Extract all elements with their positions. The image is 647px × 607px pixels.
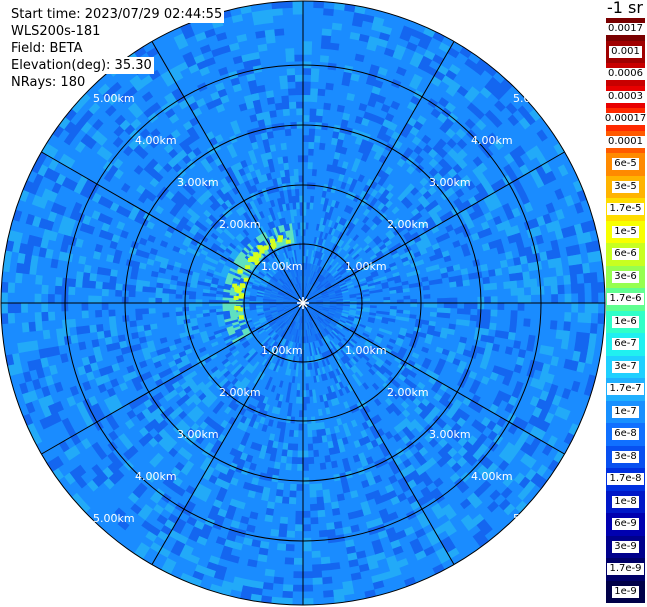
aerosol-arc-cells <box>222 223 295 344</box>
colorbar-tick-label: 6e-7 <box>612 338 639 351</box>
azimuth-spoke <box>41 302 304 455</box>
range-label-se-3: 3.00km <box>429 428 471 441</box>
colorbar-tick-label: 3e-5 <box>612 180 639 193</box>
range-label-se-4: 4.00km <box>471 470 513 483</box>
azimuth-spoke <box>302 151 565 304</box>
colorbar-cell: 3e-8 <box>606 445 645 468</box>
colorbar-tick-label: 1e-8 <box>612 495 639 508</box>
colorbar-tick-label: 3e-9 <box>612 540 639 553</box>
colorbar-tick-label: 6e-8 <box>612 428 639 441</box>
colorbar-cell: 1e-6 <box>606 310 645 333</box>
field-text: Field: BETA <box>11 40 85 57</box>
colorbar-tick-label: 0.0001 <box>606 135 645 148</box>
low-return-cells <box>1 1 605 604</box>
range-label-ne-3: 3.00km <box>429 176 471 189</box>
radar-center-marker <box>297 297 309 309</box>
range-label-nw-2: 2.00km <box>219 218 261 231</box>
range-label-sw-2: 2.00km <box>219 386 261 399</box>
colorbar-tick-label: 0.0003 <box>606 90 645 103</box>
colorbar-cell: 0.0001 <box>606 130 645 153</box>
colorbar-cell: 0.001 <box>606 40 645 63</box>
colorbar-tick-label: 1e-9 <box>612 585 639 598</box>
colorbar-cell: 6e-8 <box>606 423 645 446</box>
colorbar-cell: 1.7e-8 <box>606 468 645 491</box>
instrument-text: WLS200s-181 <box>11 23 103 40</box>
colorbar-tick-label: 3e-6 <box>612 270 639 283</box>
colorbar-tick-label: 0.001 <box>609 45 642 58</box>
colorbar-cell: 1e-9 <box>606 580 645 603</box>
colorbar-cell: 3e-6 <box>606 265 645 288</box>
range-label-nw-1: 1.00km <box>261 260 303 273</box>
colorbar-cell: 0.0003 <box>606 85 645 108</box>
colorbar-tick-label: 1.7e-8 <box>607 473 644 486</box>
range-label-se-5: 5.00km <box>513 512 555 525</box>
range-label-sw-1: 1.00km <box>261 344 303 357</box>
colorbar-cell: 3e-9 <box>606 535 645 558</box>
colorbar-tick-label: 1e-7 <box>612 405 639 418</box>
azimuth-spoke <box>302 41 455 304</box>
colorbar-unit-label: -1 sr <box>607 0 643 17</box>
colorbar-cell: 6e-9 <box>606 513 645 536</box>
colorbar: 0.0017 0.001 0.0006 0.0003 0.00017 0.0001 6e-5… <box>602 18 647 603</box>
colorbar-tick-label: 0.00017 <box>602 113 647 126</box>
colorbar-tick-label: 1.7e-9 <box>607 563 644 576</box>
colorbar-tick-label: 1e-5 <box>612 225 639 238</box>
colorbar-cell: 6e-6 <box>606 243 645 266</box>
colorbar-tick-label: 6e-9 <box>612 518 639 531</box>
colorbar-cell: 1.7e-9 <box>606 558 645 581</box>
azimuth-spoke <box>302 302 565 455</box>
mid-return-cells <box>1 1 603 605</box>
range-label-ne-1: 1.00km <box>345 260 387 273</box>
range-label-ne-2: 2.00km <box>387 218 429 231</box>
range-label-sw-4: 4.00km <box>135 470 177 483</box>
range-label-nw-4: 4.00km <box>135 134 177 147</box>
nrays-text: NRays: 180 <box>11 74 88 91</box>
colorbar-tick-label: 3e-7 <box>612 360 639 373</box>
colorbar-tick-label: 3e-8 <box>612 450 639 463</box>
elevation-text: Elevation(deg): 35.30 <box>11 57 154 74</box>
azimuth-spokes <box>1 1 605 605</box>
azimuth-spoke <box>151 302 304 565</box>
colorbar-tick-label: 0.0006 <box>606 68 645 81</box>
colorbar-cell: 6e-5 <box>606 153 645 176</box>
ppi-plot: 1.00km 1.00km 1.00km 1.00km 2.00km 2.00k… <box>0 0 606 606</box>
colorbar-cell: 0.00017 <box>602 108 647 131</box>
colorbar-tick-label: 1.7e-5 <box>607 203 644 216</box>
range-labels: 1.00km 1.00km 1.00km 1.00km 2.00km 2.00k… <box>93 92 555 525</box>
aerosol-arc-highlights <box>232 235 291 320</box>
start-time-text: Start time: 2023/07/29 02:44:55 <box>11 6 225 23</box>
colorbar-tick-label: 6e-5 <box>612 158 639 171</box>
colorbar-cell: 1.7e-7 <box>606 378 645 401</box>
range-label-sw-5: 5.00km <box>93 512 135 525</box>
range-label-ne-4: 4.00km <box>471 134 513 147</box>
colorbar-tick-label: 1.7e-6 <box>607 293 644 306</box>
colorbar-cell: 1.7e-5 <box>606 198 645 221</box>
scan-info-panel: Start time: 2023/07/29 02:44:55 WLS200s-… <box>11 6 225 91</box>
range-label-ne-5: 5.00km <box>513 92 555 105</box>
azimuth-spoke <box>151 41 304 304</box>
colorbar-cell: 1e-8 <box>606 490 645 513</box>
range-label-nw-5: 5.00km <box>93 92 135 105</box>
range-label-nw-3: 3.00km <box>177 176 219 189</box>
colorbar-tick-label: 1e-6 <box>612 315 639 328</box>
colorbar-cell: 0.0017 <box>606 18 645 41</box>
colorbar-cell: 1.7e-6 <box>606 288 645 311</box>
colorbar-tick-label: 0.0017 <box>606 23 645 36</box>
colorbar-cell: 3e-7 <box>606 355 645 378</box>
colorbar-cell: 1e-5 <box>606 220 645 243</box>
azimuth-spoke <box>41 151 304 304</box>
colorbar-cell: 6e-7 <box>606 333 645 356</box>
range-label-se-2: 2.00km <box>387 386 429 399</box>
azimuth-spoke <box>302 302 455 565</box>
colorbar-tick-label: 1.7e-7 <box>607 383 644 396</box>
colorbar-cell: 3e-5 <box>606 175 645 198</box>
colorbar-cell: 0.0006 <box>606 63 645 86</box>
range-label-se-1: 1.00km <box>345 344 387 357</box>
range-label-sw-3: 3.00km <box>177 428 219 441</box>
colorbar-tick-label: 6e-6 <box>612 248 639 261</box>
colorbar-cell: 1e-7 <box>606 400 645 423</box>
